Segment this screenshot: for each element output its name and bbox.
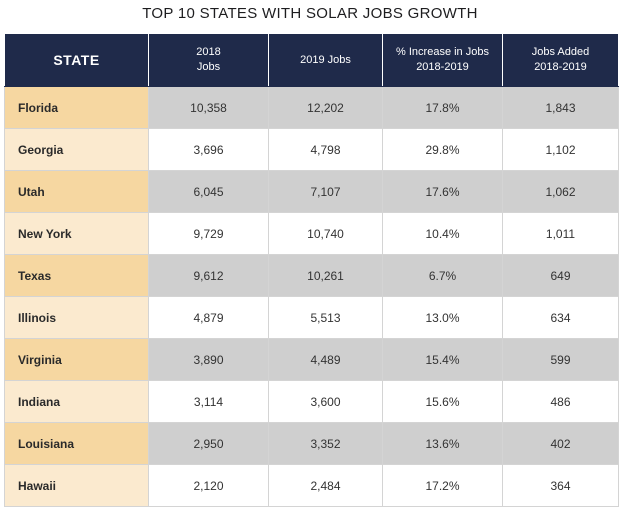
state-cell: Illinois	[4, 296, 149, 339]
table-row: Georgia 3,696 4,798 29.8% 1,102	[4, 128, 619, 171]
state-cell: Texas	[4, 254, 149, 297]
table-row: Hawaii 2,120 2,484 17.2% 364	[4, 464, 619, 507]
jobs-2018-cell: 2,950	[148, 422, 269, 465]
state-cell: Georgia	[4, 128, 149, 171]
column-header-jobs-added: Jobs Added 2018-2019	[502, 33, 619, 87]
table-row: Texas 9,612 10,261 6.7% 649	[4, 254, 619, 297]
jobs-added-cell: 649	[502, 254, 619, 297]
jobs-2019-cell: 12,202	[268, 86, 383, 129]
state-cell: Florida	[4, 86, 149, 129]
jobs-2018-cell: 2,120	[148, 464, 269, 507]
column-header-2019-jobs: 2019 Jobs	[268, 33, 383, 87]
table-row: Indiana 3,114 3,600 15.6% 486	[4, 380, 619, 423]
jobs-added-cell: 1,102	[502, 128, 619, 171]
jobs-2018-cell: 3,114	[148, 380, 269, 423]
jobs-2019-cell: 4,489	[268, 338, 383, 381]
jobs-added-cell: 1,062	[502, 170, 619, 213]
jobs-2019-cell: 3,352	[268, 422, 383, 465]
column-header-label: % Increase in Jobs	[396, 46, 489, 58]
table-row: Illinois 4,879 5,513 13.0% 634	[4, 296, 619, 339]
pct-increase-cell: 15.6%	[382, 380, 503, 423]
table-row: New York 9,729 10,740 10.4% 1,011	[4, 212, 619, 255]
jobs-2019-cell: 7,107	[268, 170, 383, 213]
jobs-added-cell: 634	[502, 296, 619, 339]
jobs-2018-cell: 3,890	[148, 338, 269, 381]
table-row: Louisiana 2,950 3,352 13.6% 402	[4, 422, 619, 465]
jobs-2019-cell: 4,798	[268, 128, 383, 171]
jobs-added-cell: 1,011	[502, 212, 619, 255]
jobs-2018-cell: 3,696	[148, 128, 269, 171]
jobs-2018-cell: 9,612	[148, 254, 269, 297]
jobs-2018-cell: 4,879	[148, 296, 269, 339]
jobs-2019-cell: 5,513	[268, 296, 383, 339]
column-header-2018-jobs: 2018 Jobs	[148, 33, 269, 87]
jobs-2019-cell: 3,600	[268, 380, 383, 423]
jobs-added-cell: 1,843	[502, 86, 619, 129]
jobs-added-cell: 364	[502, 464, 619, 507]
column-header-label: 2018	[196, 46, 221, 58]
header-row: STATE 2018 Jobs 2019 Jobs % Increase in …	[4, 33, 619, 87]
column-header-label: 2019 Jobs	[300, 53, 351, 66]
pct-increase-cell: 17.6%	[382, 170, 503, 213]
jobs-added-cell: 486	[502, 380, 619, 423]
pct-increase-cell: 15.4%	[382, 338, 503, 381]
jobs-2019-cell: 10,740	[268, 212, 383, 255]
jobs-2018-cell: 6,045	[148, 170, 269, 213]
table-row: Utah 6,045 7,107 17.6% 1,062	[4, 170, 619, 213]
pct-increase-cell: 17.8%	[382, 86, 503, 129]
column-header-state: STATE	[4, 33, 149, 87]
pct-increase-cell: 13.6%	[382, 422, 503, 465]
table-body: Florida 10,358 12,202 17.8% 1,843 Georgia 3,69…	[4, 86, 619, 507]
state-cell: New York	[4, 212, 149, 255]
state-cell: Virginia	[4, 338, 149, 381]
table-row: Virginia 3,890 4,489 15.4% 599	[4, 338, 619, 381]
jobs-added-cell: 599	[502, 338, 619, 381]
state-cell: Utah	[4, 170, 149, 213]
pct-increase-cell: 10.4%	[382, 212, 503, 255]
table-row: Florida 10,358 12,202 17.8% 1,843	[4, 86, 619, 129]
column-header-label: STATE	[53, 51, 100, 68]
chart-title: TOP 10 STATES WITH SOLAR JOBS GROWTH	[142, 5, 478, 22]
jobs-2019-cell: 10,261	[268, 254, 383, 297]
state-cell: Hawaii	[4, 464, 149, 507]
jobs-2018-cell: 9,729	[148, 212, 269, 255]
state-cell: Louisiana	[4, 422, 149, 465]
column-header-label: Jobs Added	[531, 46, 590, 58]
jobs-2019-cell: 2,484	[268, 464, 383, 507]
jobs-added-cell: 402	[502, 422, 619, 465]
column-header-pct-increase: % Increase in Jobs 2018-2019	[382, 33, 503, 87]
pct-increase-cell: 17.2%	[382, 464, 503, 507]
pct-increase-cell: 13.0%	[382, 296, 503, 339]
pct-increase-cell: 29.8%	[382, 128, 503, 171]
solar-jobs-table: STATE 2018 Jobs 2019 Jobs % Increase in …	[4, 33, 619, 507]
column-header-label: 2018-2019	[416, 61, 469, 73]
jobs-2018-cell: 10,358	[148, 86, 269, 129]
state-cell: Indiana	[4, 380, 149, 423]
pct-increase-cell: 6.7%	[382, 254, 503, 297]
column-header-label: Jobs	[196, 61, 221, 73]
column-header-label: 2018-2019	[534, 61, 587, 73]
